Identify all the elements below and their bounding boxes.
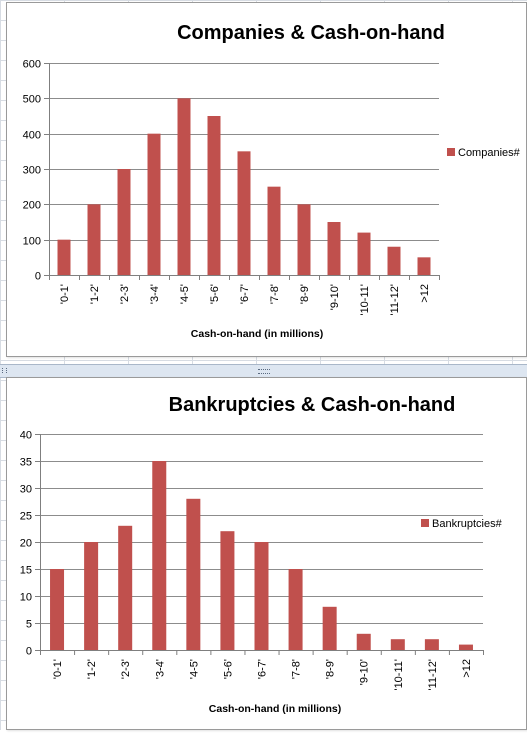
bar[interactable] [254,542,269,650]
x-tick-label: '0-1' [59,284,71,304]
bar[interactable] [267,186,281,275]
legend-swatch [447,148,455,156]
x-tick-label: '8-9' [325,659,337,679]
x-tick-label: '11-12' [389,284,401,316]
x-axis-title: Cash-on-hand (in millions) [209,703,341,715]
y-tick-labels: 0 5 10 15 20 25 30 35 40 [20,430,40,658]
y-tick-label: 200 [23,200,41,212]
x-tick-label: '6-7' [239,284,251,304]
y-tick-label: 600 [23,59,41,71]
splitter-grip-icon [258,369,270,374]
bankruptcies-chart-svg: Bankruptcies & Cash-on-hand 0 5 10 15 20 25 30… [20,394,503,715]
bar[interactable] [288,569,303,650]
bar[interactable] [84,542,99,650]
legend[interactable]: Companies# [447,147,521,159]
legend-label: Bankruptcies# [432,518,503,530]
bar[interactable] [186,498,201,650]
y-tick-label: 300 [23,165,41,177]
bar[interactable] [152,461,167,650]
bar[interactable] [297,204,311,275]
y-tick-label: 25 [20,511,32,523]
bar[interactable] [50,569,65,650]
splitter-grip-left-icon [2,368,7,373]
y-tick-label: 100 [23,236,41,248]
bar[interactable] [458,644,473,650]
window-splitter[interactable] [0,364,527,378]
bar[interactable] [356,633,371,650]
bar[interactable] [177,98,191,275]
x-tick-label: '5-6' [222,659,234,679]
x-tick-label: '6-7' [257,659,269,679]
bar[interactable] [147,133,161,275]
x-tick-label: '0-1' [52,659,64,679]
x-tick-label: '9-10' [329,284,341,310]
x-tick-label: '1-2' [86,659,98,679]
bar[interactable] [117,169,131,275]
bar[interactable] [387,246,401,275]
bar[interactable] [237,151,251,275]
y-tick-label: 0 [26,646,32,658]
bar[interactable] [327,222,341,275]
x-tick-label: '5-6' [209,284,221,304]
x-tick-label: '2-3' [120,659,132,679]
y-tick-label: 0 [35,271,41,283]
legend-label: Companies# [458,147,521,159]
x-tick-label: '4-5' [179,284,191,304]
y-tick-label: 35 [20,457,32,469]
y-tick-label: 20 [20,538,32,550]
bar[interactable] [357,232,371,275]
x-tick-label: '3-4' [149,284,161,304]
companies-chart[interactable]: Companies & Cash-on-hand 0 100 200 300 400 50… [6,2,527,357]
x-tick-label: '11-12' [427,659,439,691]
x-tick-label: '10-11' [393,659,405,691]
x-tick-label: '2-3' [119,284,131,304]
x-tick-label: '9-10' [359,659,371,685]
bars [50,461,473,650]
bar[interactable] [87,204,101,275]
x-tick-label: >12 [419,284,431,303]
legend-swatch [421,519,429,527]
x-tick-label: '10-11' [359,284,371,316]
bar[interactable] [417,257,431,275]
y-tick-label: 15 [20,565,32,577]
bankruptcies-chart[interactable]: Bankruptcies & Cash-on-hand 0 5 10 15 20 25 30… [6,377,527,730]
x-tick-label: '1-2' [89,284,101,304]
y-tick-label: 500 [23,94,41,106]
x-tick-label: '4-5' [188,659,200,679]
x-tick-labels: '0-1' '1-2' '2-3' '3-4' '4-5' '5-6' '6-7' '7-8'… [40,650,484,691]
y-tick-label: 40 [20,430,32,442]
legend[interactable]: Bankruptcies# [421,518,503,530]
bar[interactable] [118,525,133,650]
x-tick-label: >12 [461,659,473,678]
x-tick-label: '7-8' [291,659,303,679]
bar[interactable] [424,639,439,650]
y-tick-label: 400 [23,130,41,142]
bar[interactable] [207,116,221,275]
bars [57,98,431,275]
y-tick-label: 5 [26,619,32,631]
y-tick-labels: 0 100 200 300 400 500 600 [23,59,49,283]
bar[interactable] [220,531,235,650]
companies-chart-svg: Companies & Cash-on-hand 0 100 200 300 400 50… [23,22,521,340]
x-tick-label: '8-9' [299,284,311,304]
bar[interactable] [322,606,337,650]
x-axis-title: Cash-on-hand (in millions) [191,328,323,340]
y-tick-label: 10 [20,592,32,604]
bar[interactable] [57,239,71,275]
x-tick-labels: '0-1' '1-2' '2-3' '3-4' '4-5' '5-6' '6-7' '7-8'… [49,275,440,316]
y-tick-label: 30 [20,484,32,496]
bar[interactable] [390,639,405,650]
x-tick-label: '3-4' [154,659,166,679]
chart-title: Companies & Cash-on-hand [177,22,445,44]
chart-title: Bankruptcies & Cash-on-hand [169,394,456,416]
x-tick-label: '7-8' [269,284,281,304]
